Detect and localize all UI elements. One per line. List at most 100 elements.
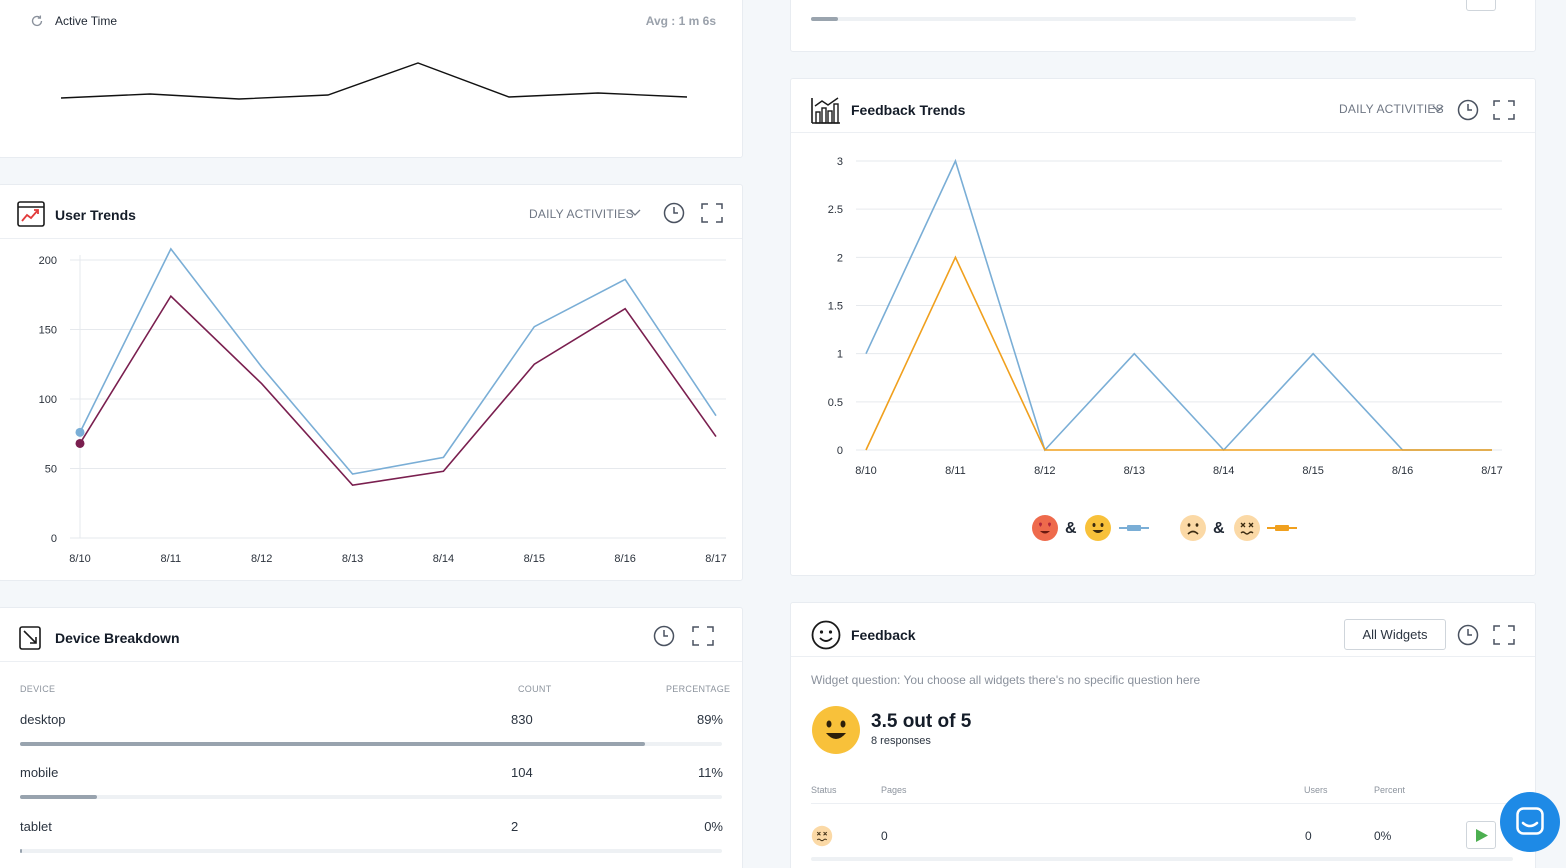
device-count: 830: [511, 712, 533, 727]
device-percent: 89%: [696, 712, 723, 727]
expand-icon[interactable]: [1493, 625, 1515, 645]
device-percent: 11%: [697, 765, 723, 780]
device-percent: 0%: [704, 819, 723, 834]
row-percent: 0%: [1374, 829, 1392, 843]
feedback-trends-title: Feedback Trends: [851, 102, 966, 118]
bar-chart-icon: [811, 97, 840, 124]
chat-launcher-button[interactable]: [1500, 792, 1560, 852]
share-bar-track: [20, 795, 722, 799]
table-row: tablet 2 0%: [0, 815, 744, 865]
x-tick-label: 8/17: [1481, 465, 1502, 477]
widget-question: Widget question: You choose all widgets …: [811, 673, 1201, 687]
y-tick-label: 1: [837, 349, 843, 361]
x-tick-label: 8/12: [251, 553, 272, 565]
col-pages: Pages: [881, 785, 907, 795]
feedback-trends-legend: & &: [1031, 513, 1311, 543]
share-bar-fill: [20, 849, 22, 853]
y-tick-label: 0: [51, 533, 57, 545]
happy-face-icon: [1085, 515, 1111, 541]
share-bar-track: [20, 742, 722, 746]
x-tick-label: 8/10: [69, 553, 90, 565]
col-status: Status: [811, 785, 837, 795]
device-breakdown-card: Device Breakdown DEVICE COUNT PERCENTAGE…: [0, 607, 743, 868]
series-line-positive: [865, 158, 1492, 452]
share-bar-fill: [20, 795, 98, 799]
x-tick-label: 8/17: [705, 553, 726, 565]
active-time-card: Active Time Avg : 1 m 6s: [0, 0, 743, 158]
x-tick-label: 8/13: [342, 553, 363, 565]
y-tick-label: 2: [837, 252, 843, 264]
device-name: mobile: [20, 765, 59, 780]
y-tick-label: 0.5: [828, 397, 843, 409]
y-tick-label: 200: [39, 255, 57, 267]
chat-icon: [1516, 807, 1544, 835]
x-tick-label: 8/15: [1302, 465, 1323, 477]
col-count: COUNT: [518, 684, 552, 694]
feedback-card: Feedback All Widgets Widget question: Yo…: [790, 602, 1536, 868]
device-breakdown-title: Device Breakdown: [55, 630, 180, 646]
divider: [811, 803, 1517, 804]
x-tick-label: 8/16: [1392, 465, 1413, 477]
table-row: mobile 104 11%: [0, 761, 744, 811]
sad-face-icon: [1180, 515, 1206, 541]
share-bar-track: [20, 849, 722, 853]
y-tick-label: 1.5: [828, 301, 843, 313]
table-row: desktop 830 89%: [0, 708, 744, 758]
feedback-trends-card: Feedback Trends DAILY ACTIVITIES 0 0.5 1 1.…: [790, 78, 1536, 576]
all-widgets-button[interactable]: All Widgets: [1344, 619, 1446, 650]
active-time-avg: Avg : 1 m 6s: [645, 14, 716, 28]
legend-line-negative: [1267, 525, 1297, 531]
series-point-series-a[interactable]: [75, 427, 85, 437]
expand-icon[interactable]: [1493, 100, 1515, 120]
series-line-negative: [865, 255, 1492, 451]
feedback-trends-dropdown[interactable]: DAILY ACTIVITIES: [1339, 102, 1444, 116]
active-time-label: Active Time: [55, 14, 118, 28]
clock-icon[interactable]: [1457, 99, 1479, 121]
legend-amp-1: &: [1065, 520, 1077, 537]
top-play-button[interactable]: [1466, 0, 1496, 11]
y-tick-label: 100: [39, 394, 57, 406]
play-button[interactable]: [1466, 821, 1496, 849]
y-tick-label: 2.5: [828, 204, 843, 216]
feedback-trends-header: Feedback Trends DAILY ACTIVITIES: [791, 79, 1535, 133]
feedback-responses: 8 responses: [871, 735, 931, 747]
x-tick-label: 8/14: [433, 553, 454, 565]
y-tick-label: 50: [45, 464, 57, 476]
clock-icon[interactable]: [1457, 624, 1479, 646]
x-tick-label: 8/15: [524, 553, 545, 565]
device-name: desktop: [20, 712, 66, 727]
expand-icon[interactable]: [701, 203, 723, 223]
user-trends-title: User Trends: [55, 207, 136, 223]
user-trends-header: User Trends DAILY ACTIVITIES: [0, 185, 742, 239]
x-tick-label: 8/16: [614, 553, 635, 565]
feedback-header: Feedback All Widgets: [791, 603, 1535, 657]
dizzy-face-icon: [1234, 515, 1260, 541]
series-line-series-a: [79, 247, 717, 475]
clock-icon[interactable]: [653, 625, 675, 647]
expand-icon[interactable]: [692, 626, 714, 646]
play-icon: [1476, 829, 1488, 842]
top-progress-fill: [811, 17, 838, 21]
feedback-title: Feedback: [851, 627, 916, 643]
love-face-icon: [1032, 515, 1058, 541]
y-tick-label: 150: [39, 325, 57, 337]
legend-amp-2: &: [1213, 520, 1225, 537]
feedback-score: 3.5 out of 5: [871, 711, 972, 732]
dizzy-face-icon: [811, 825, 833, 847]
user-trends-dropdown[interactable]: DAILY ACTIVITIES: [529, 207, 634, 221]
x-tick-label: 8/12: [1034, 465, 1055, 477]
row-users: 0: [1305, 829, 1312, 843]
trend-chart-icon: [17, 201, 45, 227]
clock-icon[interactable]: [663, 202, 685, 224]
series-point-series-b[interactable]: [75, 438, 85, 448]
share-bar-fill: [20, 742, 645, 746]
chevron-down-icon[interactable]: [629, 209, 641, 217]
col-percent: Percent: [1374, 785, 1406, 795]
smiley-icon: [811, 620, 841, 650]
chevron-down-icon[interactable]: [1432, 105, 1444, 113]
top-right-card: [790, 0, 1536, 52]
score-face-icon: [812, 706, 860, 754]
col-users: Users: [1304, 785, 1328, 795]
y-tick-label: 3: [837, 156, 843, 168]
row-pages: 0: [881, 829, 888, 843]
